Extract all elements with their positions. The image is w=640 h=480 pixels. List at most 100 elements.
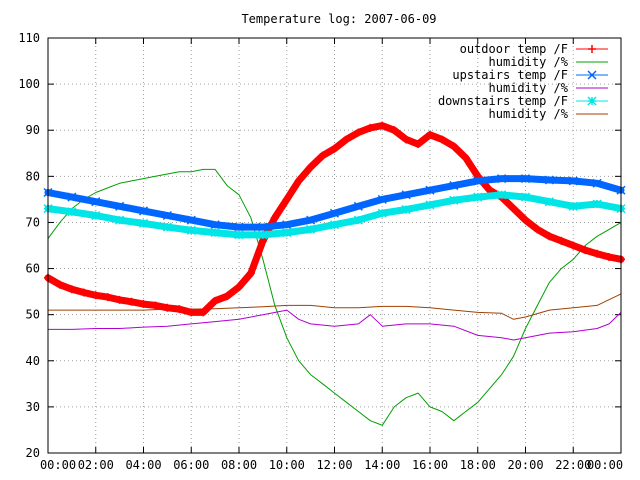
series-point-0 xyxy=(79,288,88,297)
series-point-2 xyxy=(306,215,316,225)
y-tick-label: 40 xyxy=(26,354,40,368)
series-point-0 xyxy=(354,128,363,137)
series-point-2 xyxy=(449,181,459,191)
x-axis-ticks: 00:00 02:00 04:00 06:00 08:00 10:00 12:00 14:00… xyxy=(40,38,623,472)
series-group xyxy=(43,121,626,426)
series-point-0 xyxy=(581,246,590,255)
series-point-2 xyxy=(592,178,602,188)
series-point-4 xyxy=(186,225,196,235)
series-point-4 xyxy=(568,201,578,211)
series-point-0 xyxy=(211,296,220,305)
series-point-2 xyxy=(234,222,244,232)
x-tick-label: 12:00 xyxy=(316,458,352,472)
series-point-2 xyxy=(497,174,507,184)
series-point-0 xyxy=(318,151,327,160)
series-point-0 xyxy=(342,135,351,144)
series-point-0 xyxy=(306,163,315,172)
series-point-4 xyxy=(234,230,244,240)
x-tick-label: 10:00 xyxy=(269,458,305,472)
series-point-0 xyxy=(175,305,184,314)
series-point-2 xyxy=(329,208,340,218)
series-point-4 xyxy=(67,207,77,217)
series-point-4 xyxy=(401,205,411,215)
legend-label: humidity /% xyxy=(489,55,569,69)
y-tick-label: 30 xyxy=(26,400,40,414)
legend-marker xyxy=(587,96,597,106)
series-point-4 xyxy=(258,230,268,240)
x-tick-label: 22:00 xyxy=(555,458,591,472)
legend-label: downstairs temp /F xyxy=(438,94,568,108)
series-point-4 xyxy=(115,215,125,225)
y-tick-label: 70 xyxy=(26,215,40,229)
series-point-0 xyxy=(235,283,243,291)
chart-title: Temperature log: 2007-06-09 xyxy=(241,12,436,26)
series-point-0 xyxy=(449,142,458,151)
series-point-2 xyxy=(138,206,149,216)
series-point-4 xyxy=(353,215,363,225)
series-point-0 xyxy=(402,135,411,144)
series-point-0 xyxy=(461,153,470,162)
series-point-4 xyxy=(162,222,172,232)
series-point-0 xyxy=(509,204,518,213)
series-point-0 xyxy=(390,126,399,135)
y-tick-label: 20 xyxy=(26,446,40,460)
series-point-2 xyxy=(520,174,531,184)
legend-marker xyxy=(588,45,596,53)
series-point-0 xyxy=(223,292,232,301)
series-point-2 xyxy=(425,185,435,195)
legend-marker xyxy=(587,70,597,80)
series-point-0 xyxy=(414,140,423,149)
x-tick-label: 08:00 xyxy=(221,458,257,472)
series-point-4 xyxy=(425,200,435,210)
y-tick-label: 50 xyxy=(26,308,40,322)
series-point-0 xyxy=(545,232,554,241)
series-point-0 xyxy=(67,285,76,294)
series-point-0 xyxy=(270,213,279,222)
series-point-0 xyxy=(557,236,566,245)
series-point-2 xyxy=(568,176,578,186)
series-point-0 xyxy=(151,301,160,310)
series-point-4 xyxy=(138,218,149,228)
series-point-0 xyxy=(139,300,148,309)
series-point-0 xyxy=(294,176,303,185)
series-point-0 xyxy=(115,295,124,304)
series-point-2 xyxy=(258,222,268,232)
series-point-0 xyxy=(593,249,602,258)
y-tick-label: 60 xyxy=(26,262,40,276)
series-point-4 xyxy=(592,199,602,209)
series-point-0 xyxy=(437,135,446,144)
series-point-2 xyxy=(186,215,196,225)
series-point-4 xyxy=(329,220,340,230)
series-point-4 xyxy=(520,192,531,202)
series-point-4 xyxy=(377,208,387,218)
series-point-0 xyxy=(246,269,255,278)
series-point-2 xyxy=(91,197,101,207)
series-point-4 xyxy=(449,195,459,205)
series-point-4 xyxy=(210,228,220,238)
plot-frame xyxy=(47,37,622,454)
series-point-4 xyxy=(544,197,554,207)
x-tick-label: 16:00 xyxy=(412,458,448,472)
series-point-0 xyxy=(103,293,112,302)
legend-label: outdoor temp /F xyxy=(460,42,568,56)
legend-label: upstairs temp /F xyxy=(452,68,568,82)
series-point-4 xyxy=(91,210,101,221)
series-point-2 xyxy=(115,201,125,211)
legend-label: humidity /% xyxy=(489,107,569,121)
y-tick-label: 90 xyxy=(26,123,40,137)
x-tick-label: 00:00 xyxy=(40,458,76,472)
series-point-4 xyxy=(473,192,483,202)
series-point-4 xyxy=(497,190,507,200)
x-tick-label: 06:00 xyxy=(173,458,209,472)
series-point-4 xyxy=(282,228,292,238)
series-point-0 xyxy=(55,280,64,289)
series-point-2 xyxy=(401,190,411,200)
series-line-3 xyxy=(47,309,622,341)
series-point-2 xyxy=(210,220,220,230)
series-point-0 xyxy=(127,297,136,306)
series-line-1 xyxy=(47,168,622,426)
series-point-2 xyxy=(282,220,292,230)
legend-label: humidity /% xyxy=(489,81,569,95)
x-tick-label: 04:00 xyxy=(125,458,161,472)
